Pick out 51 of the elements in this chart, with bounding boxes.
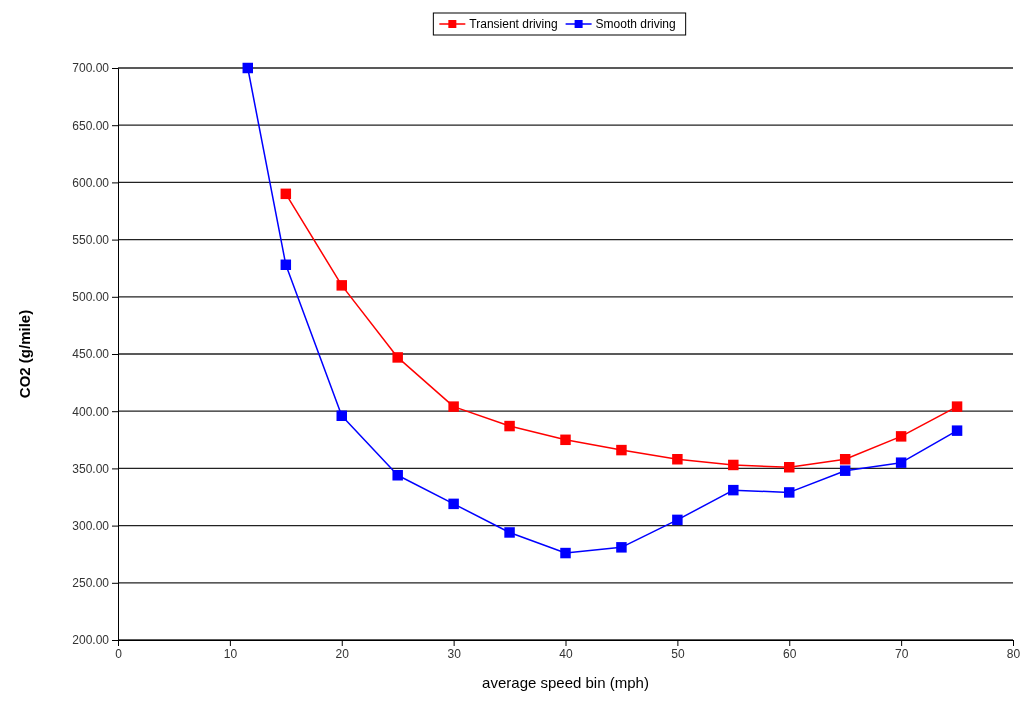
point [504,420,515,432]
point [280,188,292,200]
y-tick-label: 450.00 [72,347,110,362]
point [895,457,907,468]
y-tick-label: 700.00 [72,61,110,76]
x-tick-label: 50 [671,646,685,661]
point [951,401,963,412]
point [672,454,683,465]
x-tick-label: 0 [115,646,123,661]
y-axis-title: CO2 (g/mile) [16,309,33,399]
point [392,352,403,363]
point [616,444,627,456]
y-tick-label: 200.00 [72,633,110,648]
legend-label: Transient driving [469,17,558,31]
point [951,425,963,436]
x-tick-label: 60 [783,646,797,661]
point [560,434,571,446]
point [336,280,347,291]
point [242,62,254,74]
x-tick-label: 80 [1006,646,1021,661]
point [784,487,795,498]
y-tick-label: 400.00 [72,404,110,419]
point [392,470,403,481]
y-tick-label: 650.00 [72,118,110,133]
x-tick-label: 40 [559,646,573,661]
y-tick-label: 600.00 [72,175,110,190]
point [895,431,907,442]
point [280,259,292,271]
y-tick-label: 500.00 [72,290,110,305]
x-tick-label: 30 [447,646,462,661]
x-tick-label: 70 [894,646,909,661]
point [728,484,739,496]
y-tick-label: 550.00 [72,232,110,247]
x-tick-label: 10 [223,646,238,661]
y-tick-label: 250.00 [72,576,110,591]
point [448,498,459,510]
point [560,547,571,559]
point [616,542,627,553]
point [784,462,795,473]
legend-label: Smooth driving [595,17,676,31]
y-tick-label: 350.00 [72,461,110,476]
x-tick-label: 20 [335,646,350,661]
point [728,459,739,471]
x-axis-title: average speed bin (mph) [482,674,649,691]
point [448,401,459,412]
point [839,465,851,476]
point [504,527,515,538]
y-tick-label: 300.00 [72,518,110,533]
point [672,514,683,526]
point [839,454,851,465]
point [336,410,347,422]
